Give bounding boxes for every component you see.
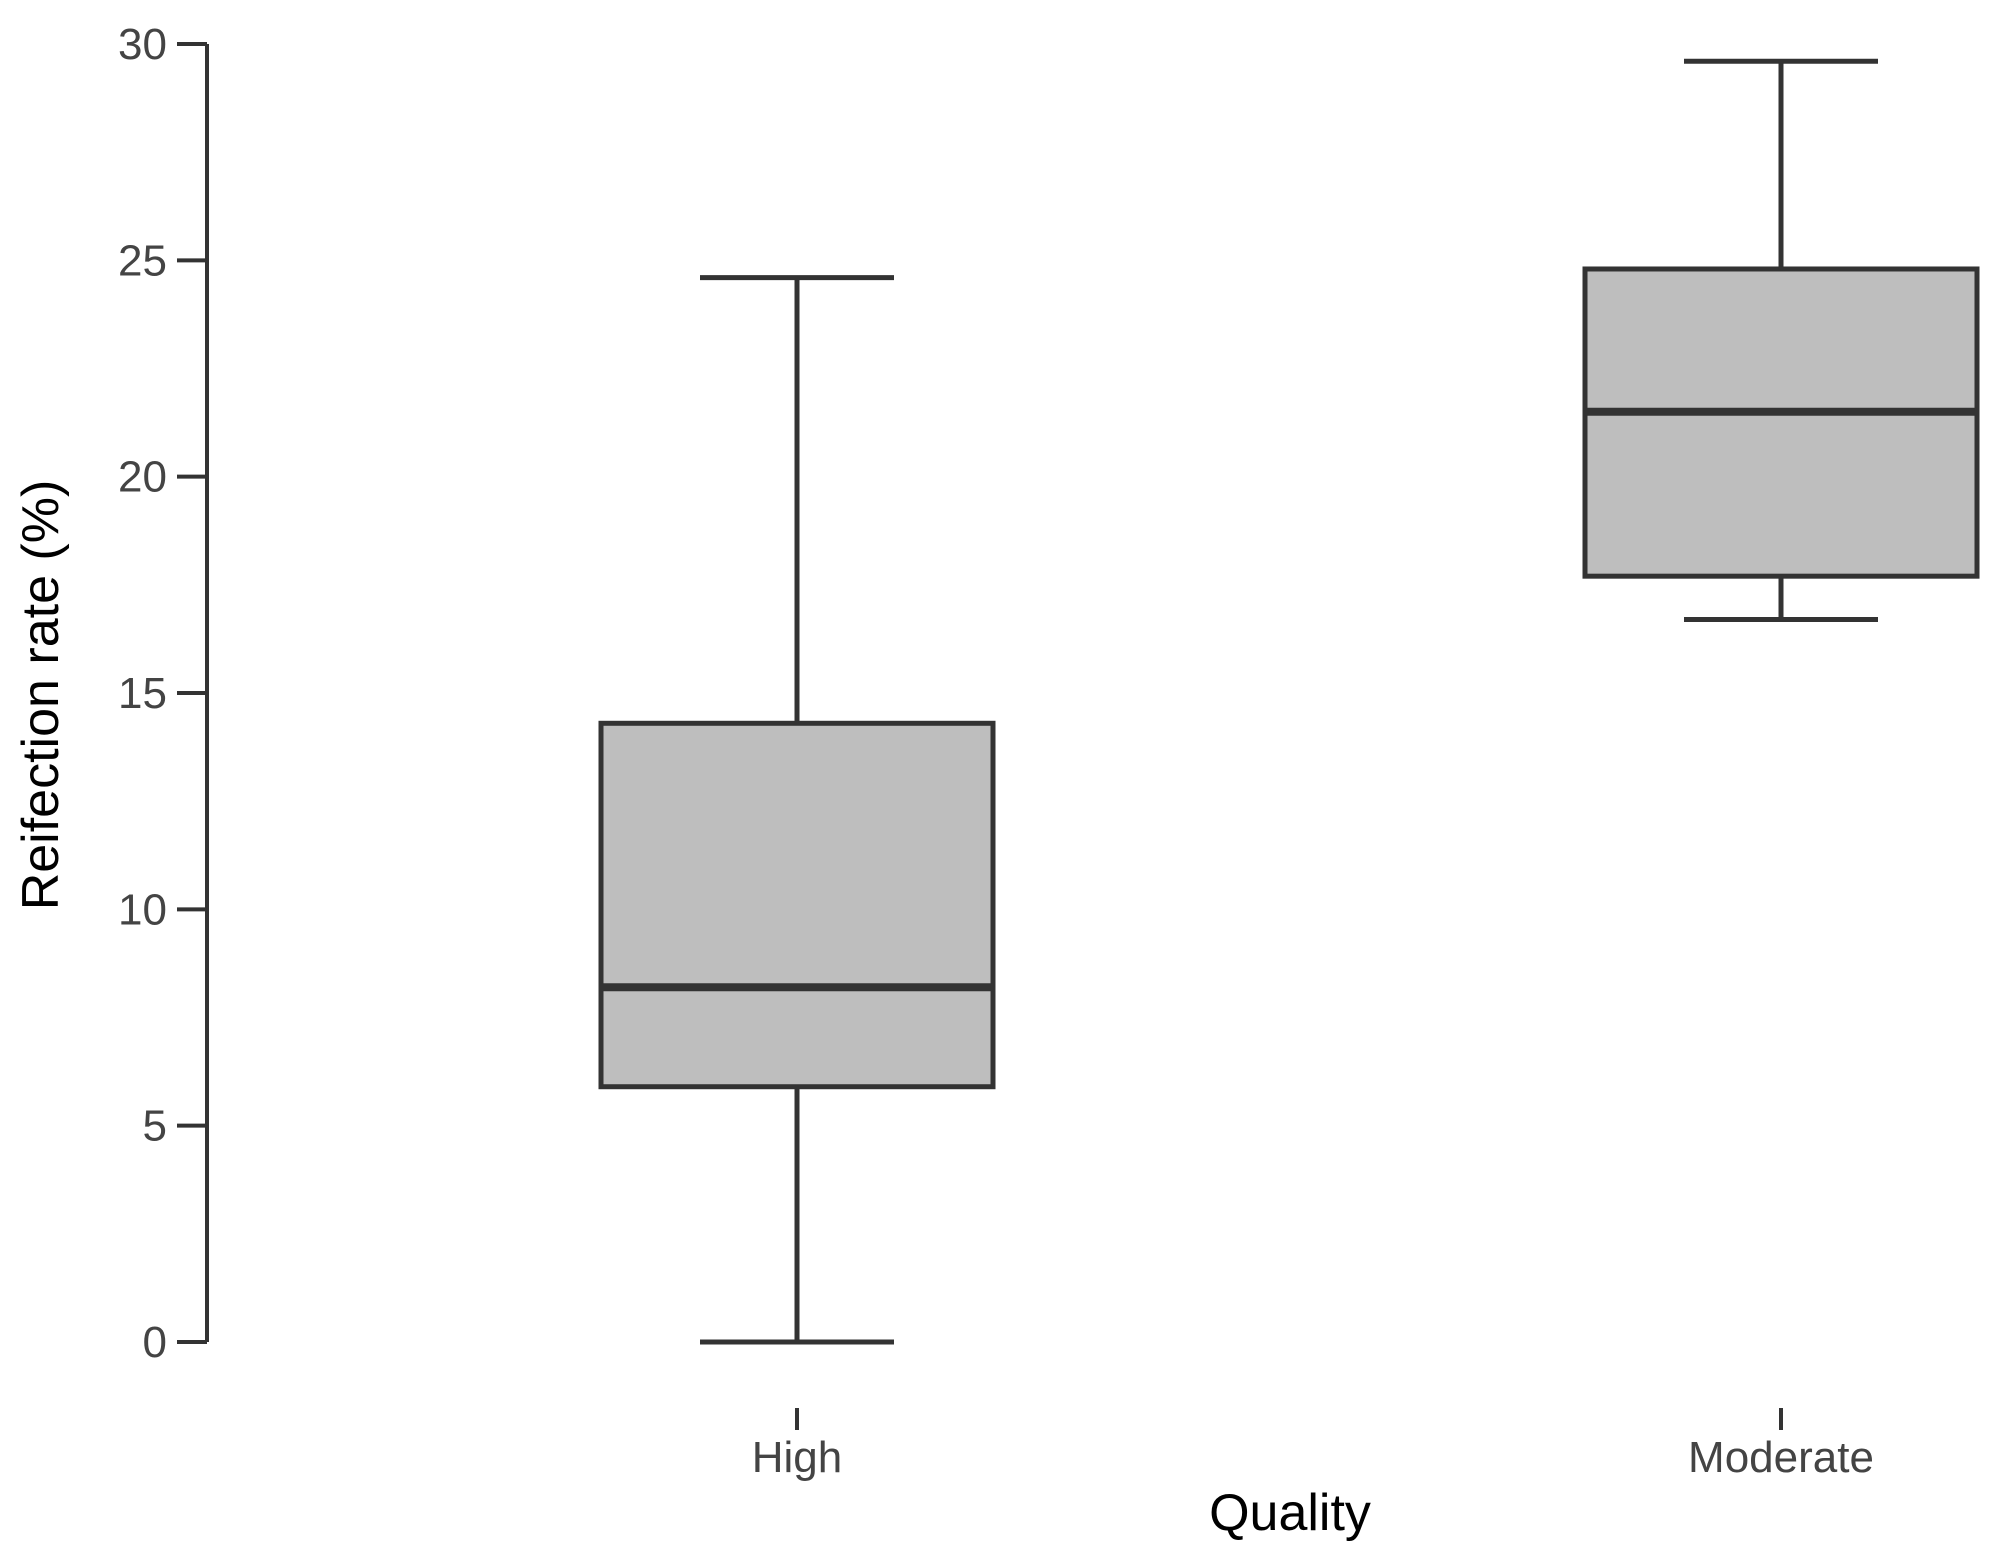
x-tick-label-high: High <box>752 1433 843 1482</box>
y-tick-label-0: 0 <box>143 1318 167 1367</box>
y-tick-label-20: 20 <box>118 453 167 502</box>
y-tick-label-15: 15 <box>118 669 167 718</box>
y-tick-label-10: 10 <box>118 885 167 934</box>
iqr-box-high <box>598 720 996 1090</box>
boxes <box>598 58 1980 1345</box>
iqr-box-moderate <box>1582 266 1980 579</box>
x-axis-title: Quality <box>1209 1484 1371 1542</box>
y-tick-label-5: 5 <box>143 1102 167 1151</box>
box-moderate <box>1582 58 1980 622</box>
box-high <box>598 275 996 1345</box>
x-tick-label-moderate: Moderate <box>1688 1433 1874 1482</box>
y-tick-label-25: 25 <box>118 236 167 285</box>
y-axis: 0 5 10 15 20 25 30 <box>118 20 209 1367</box>
y-tick-label-30: 30 <box>118 20 167 69</box>
y-axis-title: Reifection rate (%) <box>12 480 70 911</box>
x-axis: High Moderate <box>752 1408 1874 1482</box>
